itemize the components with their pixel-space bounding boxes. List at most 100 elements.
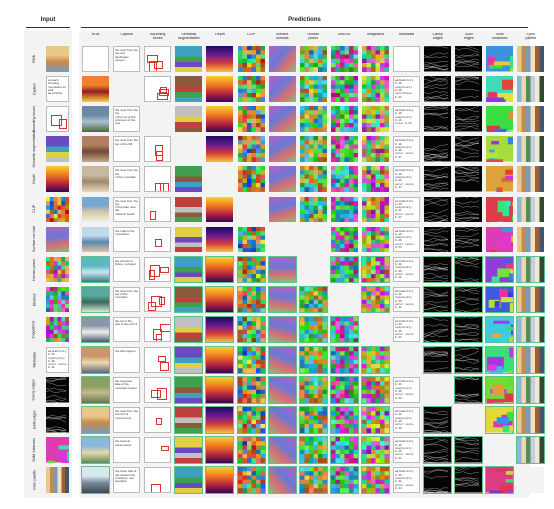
cell-semseg [174, 406, 204, 434]
metadata-text: walkability 0.20 complexity 0.32 outer s… [395, 470, 414, 490]
cell-imagebind [361, 226, 389, 253]
cell-clip [237, 196, 265, 222]
cell-caption: the hotel at santa arena [113, 437, 141, 463]
cell-canny [423, 406, 453, 434]
cell-imagebind [360, 285, 390, 314]
cell-poses [299, 226, 327, 253]
cell-imagebind [360, 376, 390, 404]
cell-depth [205, 406, 235, 434]
cell-depth [206, 46, 234, 72]
row-label: Semantic segmentation [32, 130, 37, 168]
cell-normals [268, 76, 296, 102]
cell-bbox [144, 166, 172, 192]
cell-normals [267, 436, 297, 464]
cell-normals [267, 406, 297, 434]
cell-semseg [174, 436, 204, 464]
cell-palette [517, 136, 545, 162]
cell-depth [205, 436, 235, 464]
cell-bbox [144, 377, 172, 403]
row-label: Caption [32, 82, 37, 96]
cell-dinov2 [329, 406, 359, 434]
cell-samedges [454, 255, 484, 284]
cell-dinov2 [330, 286, 358, 313]
cell-bbox [144, 437, 172, 463]
cell-samedges [455, 106, 483, 132]
cell-clip [236, 466, 266, 494]
caption-text: the blue lagoon [115, 349, 136, 353]
caption-text: the three hills of the ancient city of a… [115, 469, 137, 484]
cell-saminst [486, 46, 514, 72]
metadata-text: walkability 0.28 complexity 0.29 outer s… [395, 319, 414, 340]
row-label: Color palette [32, 469, 37, 491]
cell-bbox [144, 136, 172, 162]
cell-rgb [82, 76, 109, 102]
cell-metadata: walkability 0.19 complexity 0.29 outer s… [393, 226, 420, 253]
row-label: Depth [32, 174, 37, 184]
cell-depth [206, 226, 234, 253]
cell-metadata [393, 347, 420, 373]
cell-imagebind [361, 106, 389, 132]
cell-palette [517, 226, 545, 253]
row-label: Bounding boxes [32, 106, 37, 132]
cell-samedges [454, 466, 484, 494]
cell-palette [517, 106, 545, 132]
metadata-text: walkability 0.19 complexity 0.29 outer s… [395, 440, 414, 460]
cell-poses [299, 256, 327, 283]
column-header-depth: Depth [215, 33, 225, 36]
cell-canny [424, 106, 452, 132]
input-header: Input [40, 17, 56, 23]
cell-semseg [174, 466, 204, 494]
cell-rgb [81, 376, 110, 404]
cell-clip [236, 436, 266, 464]
cell-bbox [144, 286, 172, 313]
column-header-saminst: SAM instances [492, 33, 508, 40]
caption-text: the view from the summit of mount lurna [115, 409, 138, 420]
cell-semseg [175, 46, 203, 72]
cell-imagebind [360, 436, 390, 464]
cell-imagebind [360, 255, 390, 284]
cell-samedges [455, 136, 483, 162]
cell-bbox [144, 316, 172, 343]
cell-dinov2 [329, 436, 359, 464]
cell-clip [237, 136, 265, 162]
caption-text: the view from the top of the lake near t… [115, 198, 138, 216]
cell-semseg [175, 76, 203, 102]
cell-canny [424, 46, 452, 72]
cell-caption: the three hills of the ancient city of a… [113, 467, 141, 493]
cell-metadata: walkability 0.19 complexity 0.31 outer s… [393, 196, 420, 222]
cell-canny [424, 377, 452, 403]
cell-semseg [175, 106, 203, 132]
metadata-text [394, 47, 419, 51]
caption-text: the view from the top of a landscape can… [115, 48, 138, 62]
cell-palette [516, 346, 546, 374]
cell-semseg [174, 285, 204, 314]
cell-normals [268, 106, 296, 132]
row-label: Metadata [32, 352, 37, 368]
cell-depth [206, 196, 234, 222]
cell-normals [267, 376, 297, 404]
cell-semseg [174, 346, 204, 374]
cell-bbox [144, 196, 172, 222]
cell-dinov2 [330, 76, 358, 102]
cell-imagebind [361, 76, 389, 102]
cell-canny [424, 196, 452, 222]
cell-dinov2 [330, 166, 358, 192]
cell-poses [299, 106, 327, 132]
cell-normals [267, 466, 297, 494]
cell-canny [423, 466, 453, 494]
cell-saminst [486, 437, 514, 463]
row-label: CLIP [32, 205, 37, 214]
row-label: Canny edges [32, 379, 37, 401]
column-header-canny: Canny edges [432, 33, 443, 40]
cell-dinov2 [329, 346, 359, 374]
cell-poses [299, 166, 327, 192]
cell-samedges [455, 196, 483, 222]
cell-rgb [81, 285, 110, 314]
cell-canny [424, 166, 452, 192]
cell-dinov2 [329, 255, 359, 284]
cell-normals [268, 166, 296, 192]
cell-caption: the blue lagoon [113, 347, 141, 373]
cell-saminst [486, 76, 514, 102]
cell-poses [298, 466, 328, 494]
cell-saminst [485, 406, 515, 434]
